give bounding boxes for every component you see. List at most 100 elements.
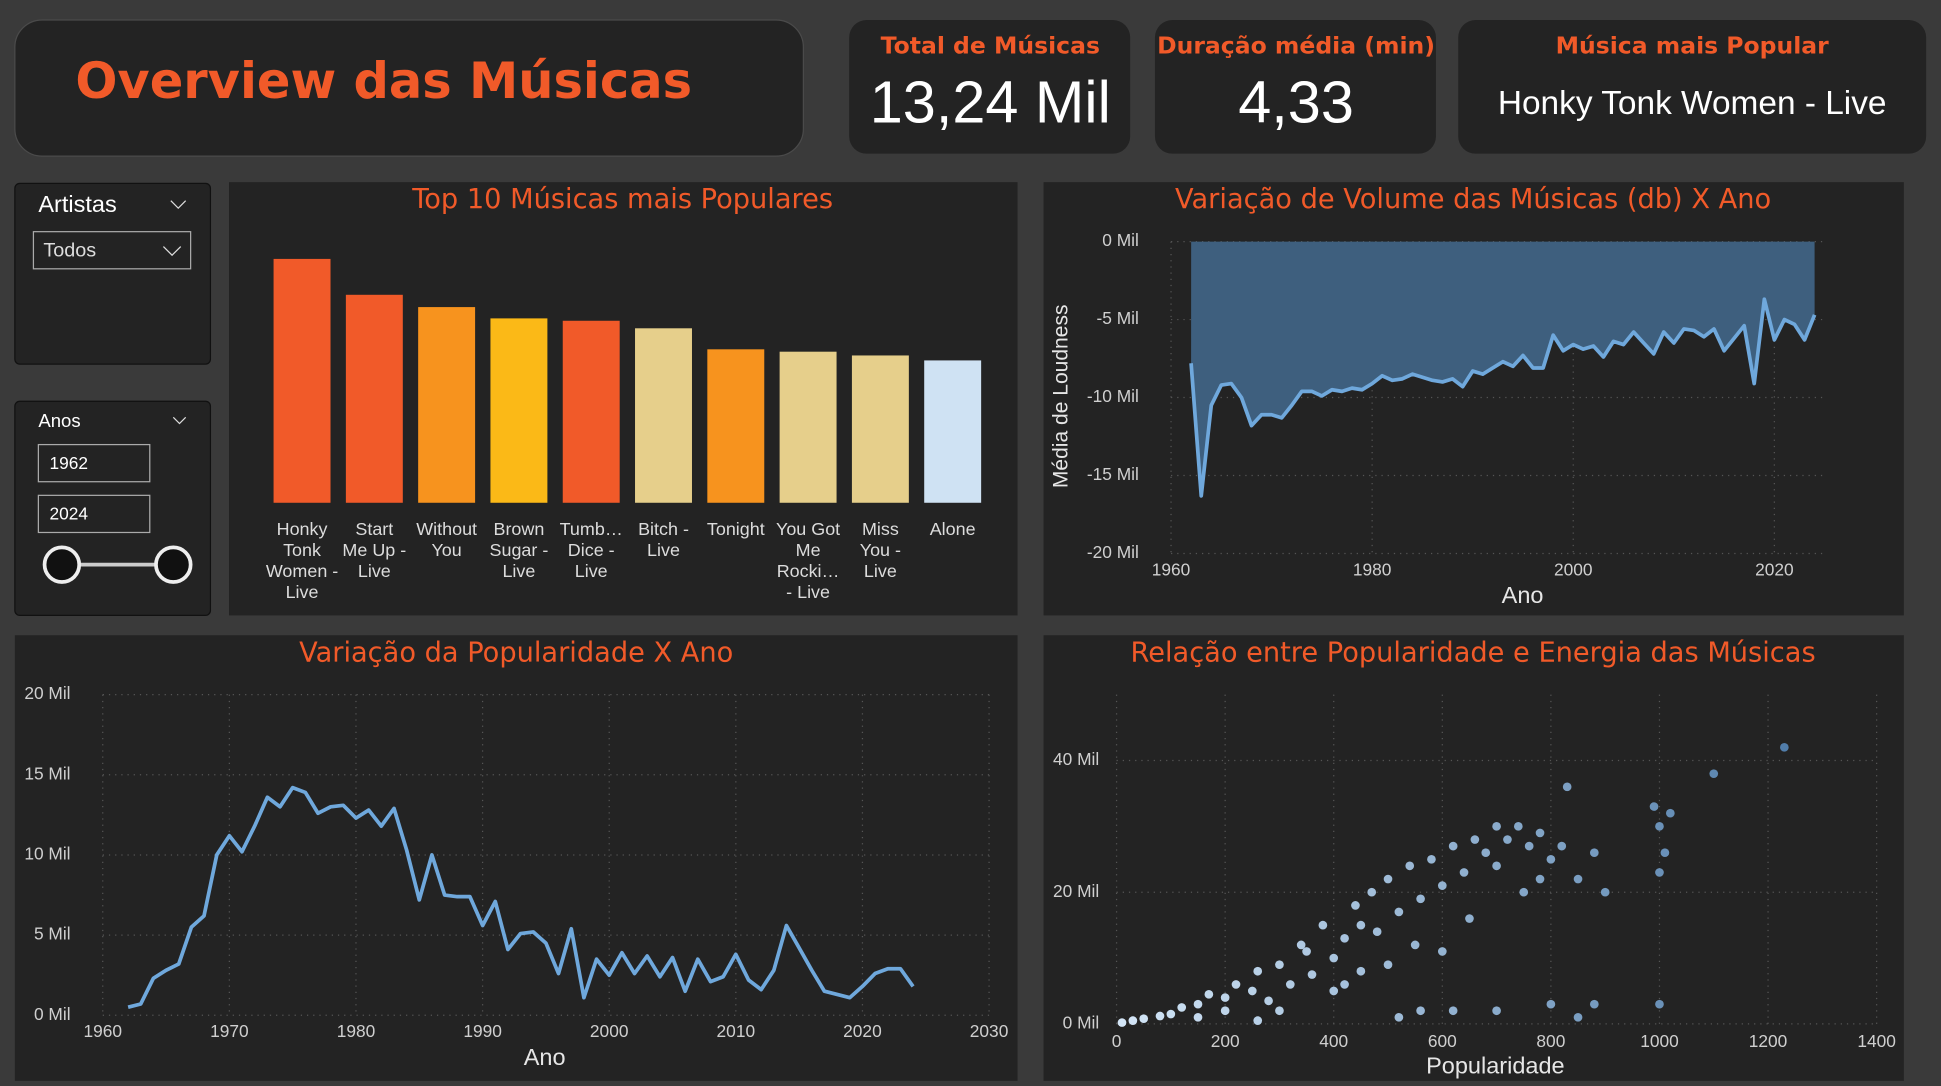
bar: [779, 351, 837, 503]
point: [1356, 966, 1366, 976]
point: [1589, 999, 1599, 1009]
point: [1220, 993, 1230, 1002]
x-axis-label: Popularidade: [1426, 1052, 1565, 1078]
card: [1154, 19, 1436, 154]
point: [1649, 802, 1659, 811]
x-tick-label: 1960: [83, 1021, 122, 1041]
x-tick-label: 2020: [1755, 559, 1794, 579]
card: [1458, 19, 1927, 154]
x-tick-label: 1980: [1353, 559, 1392, 579]
bar: [635, 328, 692, 503]
point: [1655, 868, 1664, 877]
x-tick-label: 0: [1112, 1031, 1122, 1051]
bar: [562, 320, 620, 503]
bar: [273, 258, 331, 503]
point: [1437, 881, 1447, 890]
dropdown-value[interactable]: Todos: [43, 240, 96, 262]
point: [1351, 901, 1360, 910]
point: [1492, 1006, 1501, 1016]
y-axis-label: Média de Loudness: [1050, 305, 1073, 489]
x-axis-label: Ano: [1502, 582, 1544, 608]
point: [1481, 848, 1491, 858]
y-tick-label: 40 Mil: [1053, 749, 1099, 769]
x-tick-label: Bitch -Live: [638, 519, 689, 560]
point: [1247, 986, 1257, 996]
slider-handle[interactable]: [42, 545, 82, 584]
point: [1231, 980, 1241, 989]
x-tick-label: 1960: [1152, 559, 1191, 579]
point: [1492, 861, 1501, 871]
year-slicer: [14, 400, 212, 617]
x-tick-label: 2000: [590, 1021, 629, 1041]
point: [1394, 907, 1404, 917]
dropdown[interactable]: [32, 231, 192, 270]
point: [1253, 966, 1263, 976]
point: [1383, 874, 1393, 884]
point: [1416, 1006, 1425, 1016]
x-tick-label: Without You: [416, 519, 477, 560]
point: [1329, 953, 1339, 963]
chart-panel: [1043, 635, 1904, 1081]
bar: [345, 294, 403, 503]
point: [1465, 914, 1474, 923]
card-value: Honky Tonk Women - Live: [1498, 85, 1887, 122]
line: [127, 785, 915, 1010]
line: [1189, 297, 1817, 498]
year-input[interactable]: [37, 443, 151, 483]
point: [1573, 874, 1583, 884]
point: [1655, 822, 1664, 831]
artist-slicer: [14, 182, 212, 365]
point: [1285, 980, 1295, 989]
x-tick-label: 400: [1319, 1031, 1348, 1051]
y-tick-label: 5 Mil: [34, 924, 71, 944]
x-tick-label: Tumb… Dice -Live: [560, 519, 623, 581]
x-tick-label: 2010: [717, 1021, 756, 1041]
point: [1459, 868, 1469, 877]
point: [1660, 848, 1670, 858]
y-tick-label: 20 Mil: [24, 683, 70, 703]
chevron[interactable]: [170, 200, 187, 210]
point: [1220, 1006, 1230, 1016]
chevron[interactable]: [162, 246, 182, 257]
x-tick-label: 2000: [1554, 559, 1593, 579]
x-tick-label: You Got Me Rocki… - Live: [776, 519, 840, 602]
bar: [418, 307, 476, 503]
point: [1383, 960, 1393, 969]
x-tick-label: Alone: [930, 519, 976, 539]
card-label: Música mais Popular: [1556, 32, 1830, 60]
point: [1524, 841, 1534, 851]
slider-handle[interactable]: [154, 545, 193, 584]
point: [1573, 1012, 1583, 1022]
point: [1492, 822, 1501, 831]
point: [1655, 999, 1664, 1009]
year-input[interactable]: [37, 494, 151, 534]
year-to[interactable]: 2024: [50, 504, 89, 524]
point: [1318, 920, 1328, 930]
point: [1427, 854, 1436, 864]
point: [1275, 1006, 1284, 1016]
point: [1166, 1009, 1176, 1019]
point: [1264, 996, 1273, 1006]
y-tick-label: -10 Mil: [1087, 386, 1139, 406]
bar: [924, 360, 982, 503]
x-tick-label: Start Me Up -Live: [342, 519, 406, 581]
slicer-label: Anos: [38, 410, 80, 431]
year-from[interactable]: 1962: [50, 453, 89, 473]
y-tick-label: 0 Mil: [1063, 1012, 1100, 1032]
chevron[interactable]: [172, 416, 187, 425]
point: [1416, 894, 1425, 904]
point: [1356, 920, 1366, 930]
point: [1410, 940, 1420, 950]
point: [1307, 970, 1317, 979]
point: [1405, 861, 1415, 871]
chart-panel: [14, 635, 1018, 1081]
x-tick-label: 1200: [1749, 1031, 1788, 1051]
y-tick-label: 10 Mil: [24, 844, 70, 864]
point: [1367, 887, 1377, 897]
bar: [707, 349, 765, 503]
card: [849, 19, 1131, 154]
point: [1193, 1012, 1203, 1022]
point: [1448, 1006, 1458, 1016]
point: [1253, 1016, 1263, 1025]
x-tick-label: 2020: [843, 1021, 882, 1041]
